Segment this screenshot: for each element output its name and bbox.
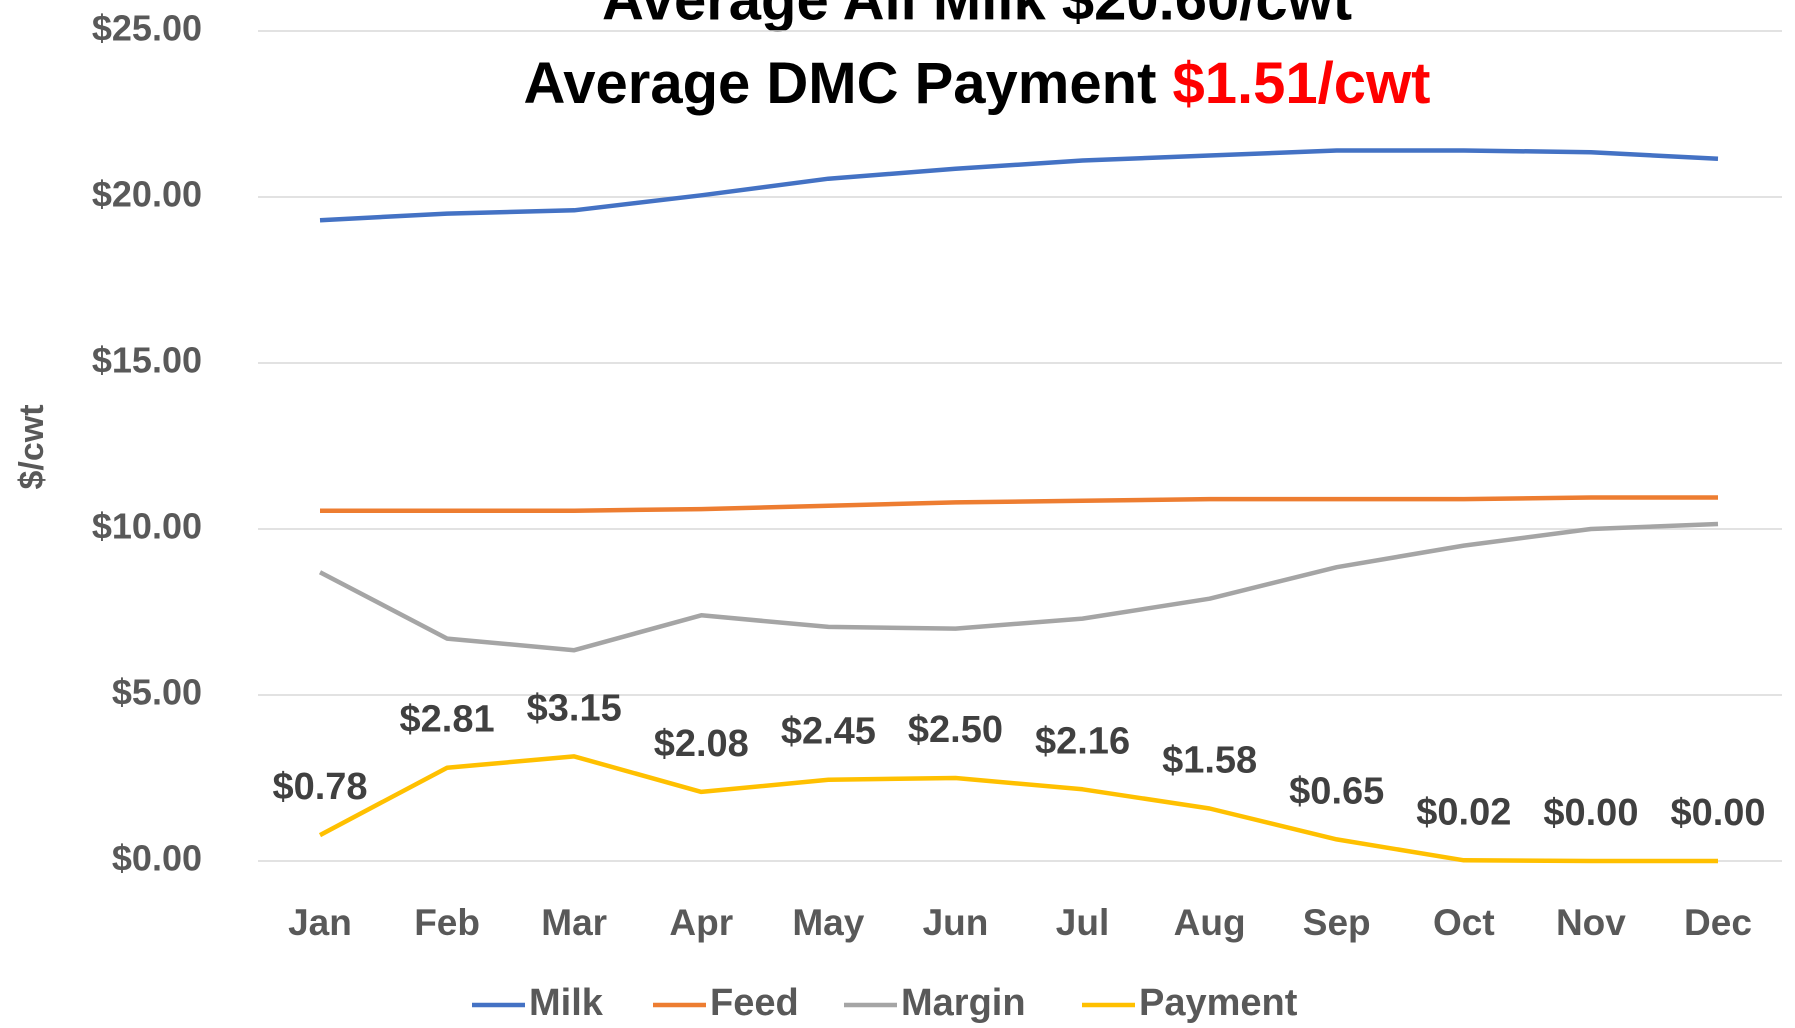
x-tick-label: Nov (1556, 902, 1626, 943)
y-tick-label: $15.00 (92, 340, 202, 381)
data-label: $3.15 (527, 687, 622, 729)
data-label: $2.50 (908, 709, 1003, 751)
x-tick-label: Jan (288, 902, 352, 943)
data-label: $2.45 (781, 711, 876, 753)
x-tick-label: Sep (1303, 902, 1371, 943)
y-tick-label: $10.00 (92, 506, 202, 547)
x-tick-label: Feb (414, 902, 480, 943)
series-line (318, 754, 1718, 864)
y-axis-label: $/cwt (13, 404, 51, 489)
legend-label: Feed (710, 982, 799, 1024)
x-tick-label: Oct (1433, 902, 1495, 943)
data-label: $2.16 (1035, 720, 1130, 762)
data-label: $0.65 (1289, 770, 1384, 812)
x-tick-label: Dec (1684, 902, 1752, 943)
y-tick-label: $0.00 (112, 838, 202, 879)
legend-label: Milk (529, 982, 604, 1024)
y-tick-label: $25.00 (92, 8, 202, 49)
x-tick-label: Mar (541, 902, 607, 943)
chart-subtitle: Average DMC Payment $1.51/cwt (524, 51, 1431, 116)
x-tick-label: May (792, 902, 864, 943)
data-label: $0.00 (1670, 792, 1765, 834)
subtitle-highlight: $1.51/cwt (1173, 51, 1431, 116)
legend-label: Margin (901, 982, 1026, 1024)
subtitle-text: Average DMC Payment (524, 51, 1157, 116)
x-tick-label: Jun (923, 902, 989, 943)
legend-label: Payment (1139, 982, 1298, 1024)
data-label: $0.78 (272, 766, 367, 808)
series-line (319, 148, 1719, 223)
y-tick-label: $20.00 (92, 174, 202, 215)
data-label: $2.08 (654, 723, 749, 765)
data-label: $1.58 (1162, 740, 1257, 782)
x-tick-label: Jul (1056, 902, 1109, 943)
data-label: $0.02 (1416, 791, 1511, 833)
series-line (320, 495, 1718, 513)
y-tick-label: $5.00 (112, 672, 202, 713)
x-tick-label: Apr (669, 902, 733, 943)
data-label: $2.81 (400, 699, 495, 741)
chart-title: Average All Milk $20.60/cwt (602, 0, 1352, 32)
data-label: $0.00 (1543, 792, 1638, 834)
x-tick-label: Aug (1174, 902, 1246, 943)
series-line (318, 521, 1719, 653)
